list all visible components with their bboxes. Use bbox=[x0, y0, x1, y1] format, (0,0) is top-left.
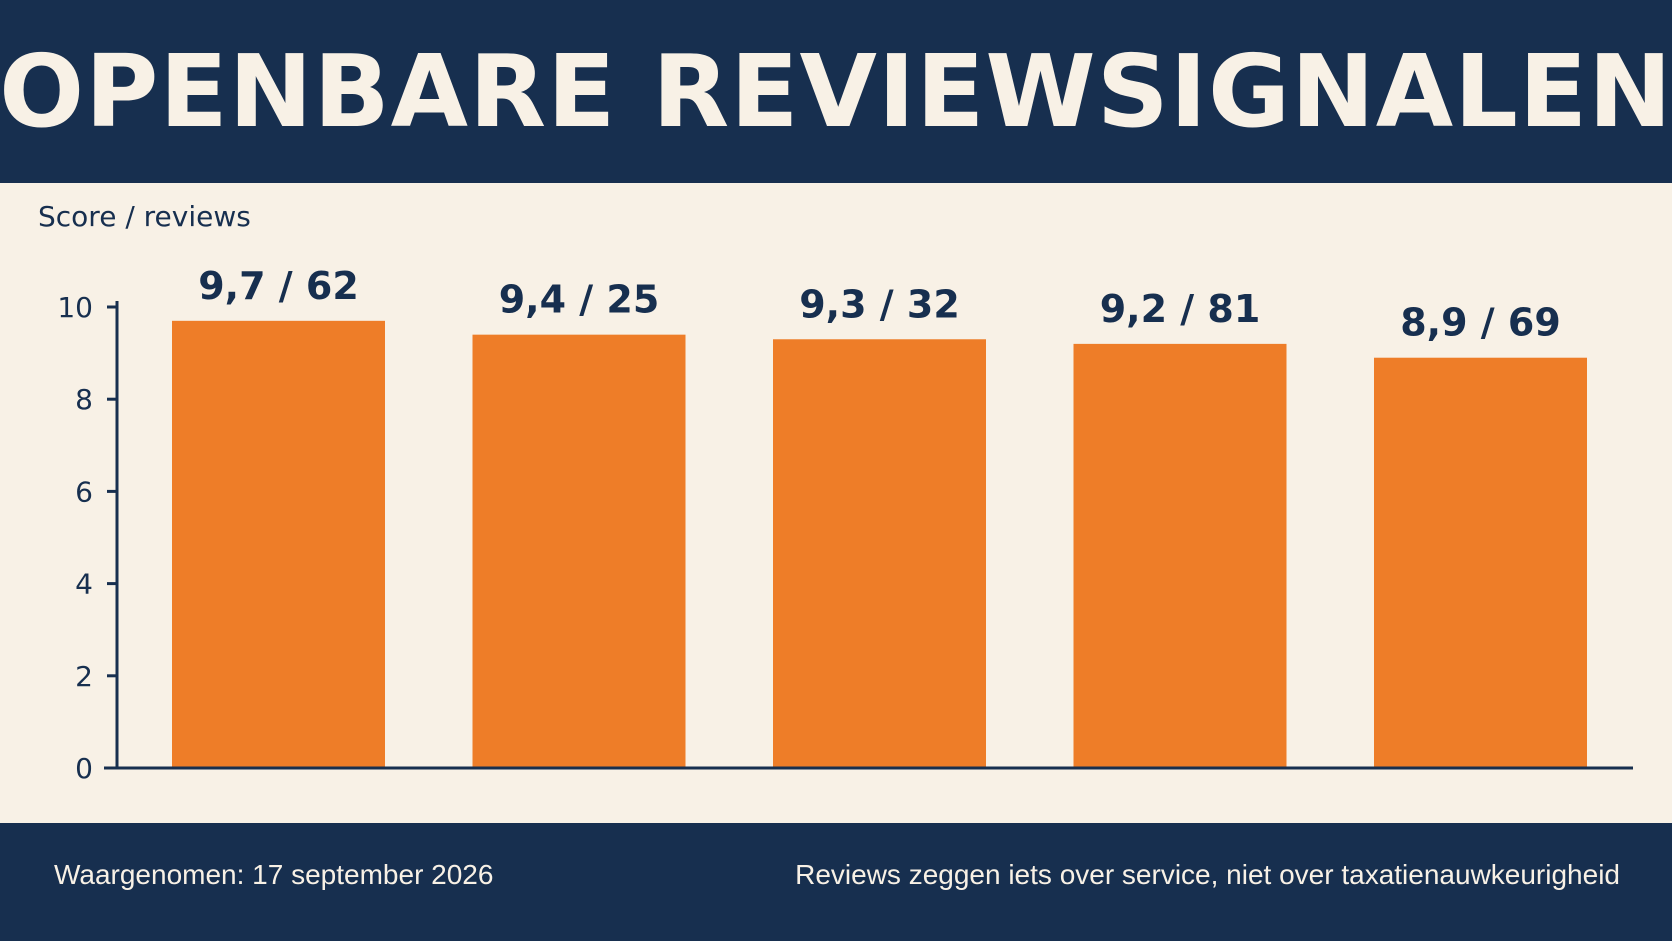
y-tick-label: 4 bbox=[75, 568, 93, 601]
bar bbox=[773, 339, 986, 768]
bar bbox=[472, 334, 686, 768]
data-labels-group: 9,7 / 62 9,4 / 25 9,3 / 32 9,2 / 81 8,9 / 69 bbox=[198, 264, 1561, 345]
footer-banner: Waargenomen: 17 september 2026 Reviews z… bbox=[0, 823, 1672, 941]
y-tick-label: 8 bbox=[75, 383, 93, 416]
chart-area: Score / reviews 9,7 / 62 9,4 / 25 9,3 / 32… bbox=[0, 183, 1672, 823]
y-tick-label: 10 bbox=[57, 291, 93, 324]
bars-group bbox=[172, 320, 1587, 768]
y-tick-label: 6 bbox=[75, 475, 93, 508]
bar bbox=[1374, 357, 1587, 768]
bar-data-label: 9,3 / 32 bbox=[799, 282, 960, 326]
bar bbox=[172, 320, 385, 768]
page-title: OPENBARE REVIEWSIGNALEN bbox=[0, 32, 1672, 150]
bar-data-label: 9,2 / 81 bbox=[1100, 287, 1261, 331]
observed-date: Waargenomen: 17 september 2026 bbox=[54, 859, 494, 890]
header-banner: OPENBARE REVIEWSIGNALEN bbox=[0, 0, 1672, 183]
bar-chart: Score / reviews 9,7 / 62 9,4 / 25 9,3 / 32… bbox=[38, 200, 1633, 785]
bar-data-label: 9,7 / 62 bbox=[198, 264, 359, 308]
footer-note: Reviews zeggen iets over service, niet o… bbox=[795, 859, 1620, 890]
y-tick-label: 0 bbox=[75, 752, 93, 785]
y-ticks-group: 0 2 4 6 8 10 bbox=[57, 291, 117, 785]
bar bbox=[1073, 343, 1287, 768]
bar-data-label: 9,4 / 25 bbox=[499, 278, 660, 322]
bar-data-label: 8,9 / 69 bbox=[1400, 301, 1561, 345]
y-axis-label: Score / reviews bbox=[38, 200, 251, 233]
y-tick-label: 2 bbox=[75, 660, 93, 693]
